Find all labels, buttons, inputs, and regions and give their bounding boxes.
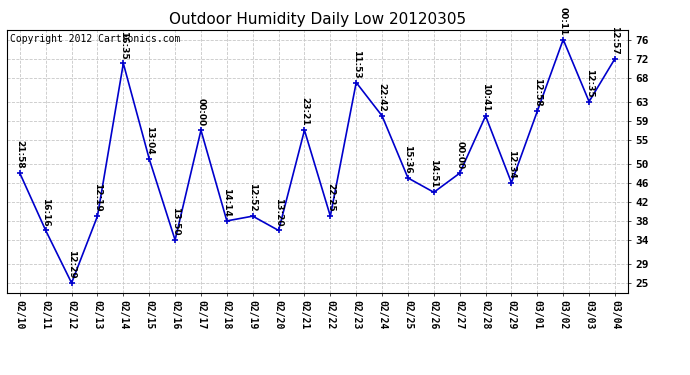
Text: 12:29: 12:29 xyxy=(67,250,76,279)
Text: 10:41: 10:41 xyxy=(481,83,490,112)
Text: 22:25: 22:25 xyxy=(326,183,335,212)
Text: Copyright 2012 Cartronics.com: Copyright 2012 Cartronics.com xyxy=(10,34,180,44)
Text: 00:00: 00:00 xyxy=(455,141,464,169)
Text: 13:50: 13:50 xyxy=(170,207,179,236)
Text: 00:11: 00:11 xyxy=(559,7,568,35)
Text: 12:58: 12:58 xyxy=(533,78,542,107)
Text: 13:04: 13:04 xyxy=(145,126,154,155)
Text: 21:58: 21:58 xyxy=(15,140,24,169)
Text: 14:14: 14:14 xyxy=(222,188,231,217)
Text: 16:16: 16:16 xyxy=(41,198,50,226)
Text: 14:51: 14:51 xyxy=(429,159,438,188)
Text: 23:21: 23:21 xyxy=(300,98,309,126)
Text: 12:35: 12:35 xyxy=(584,69,593,98)
Text: 12:19: 12:19 xyxy=(93,183,102,212)
Text: 11:53: 11:53 xyxy=(352,50,361,78)
Text: 16:35: 16:35 xyxy=(119,31,128,59)
Text: 12:52: 12:52 xyxy=(248,183,257,212)
Text: 15:36: 15:36 xyxy=(404,145,413,174)
Title: Outdoor Humidity Daily Low 20120305: Outdoor Humidity Daily Low 20120305 xyxy=(169,12,466,27)
Text: 12:34: 12:34 xyxy=(507,150,516,178)
Text: 22:42: 22:42 xyxy=(377,83,386,112)
Text: 00:00: 00:00 xyxy=(197,98,206,126)
Text: 12:57: 12:57 xyxy=(611,26,620,54)
Text: 13:20: 13:20 xyxy=(274,198,283,226)
